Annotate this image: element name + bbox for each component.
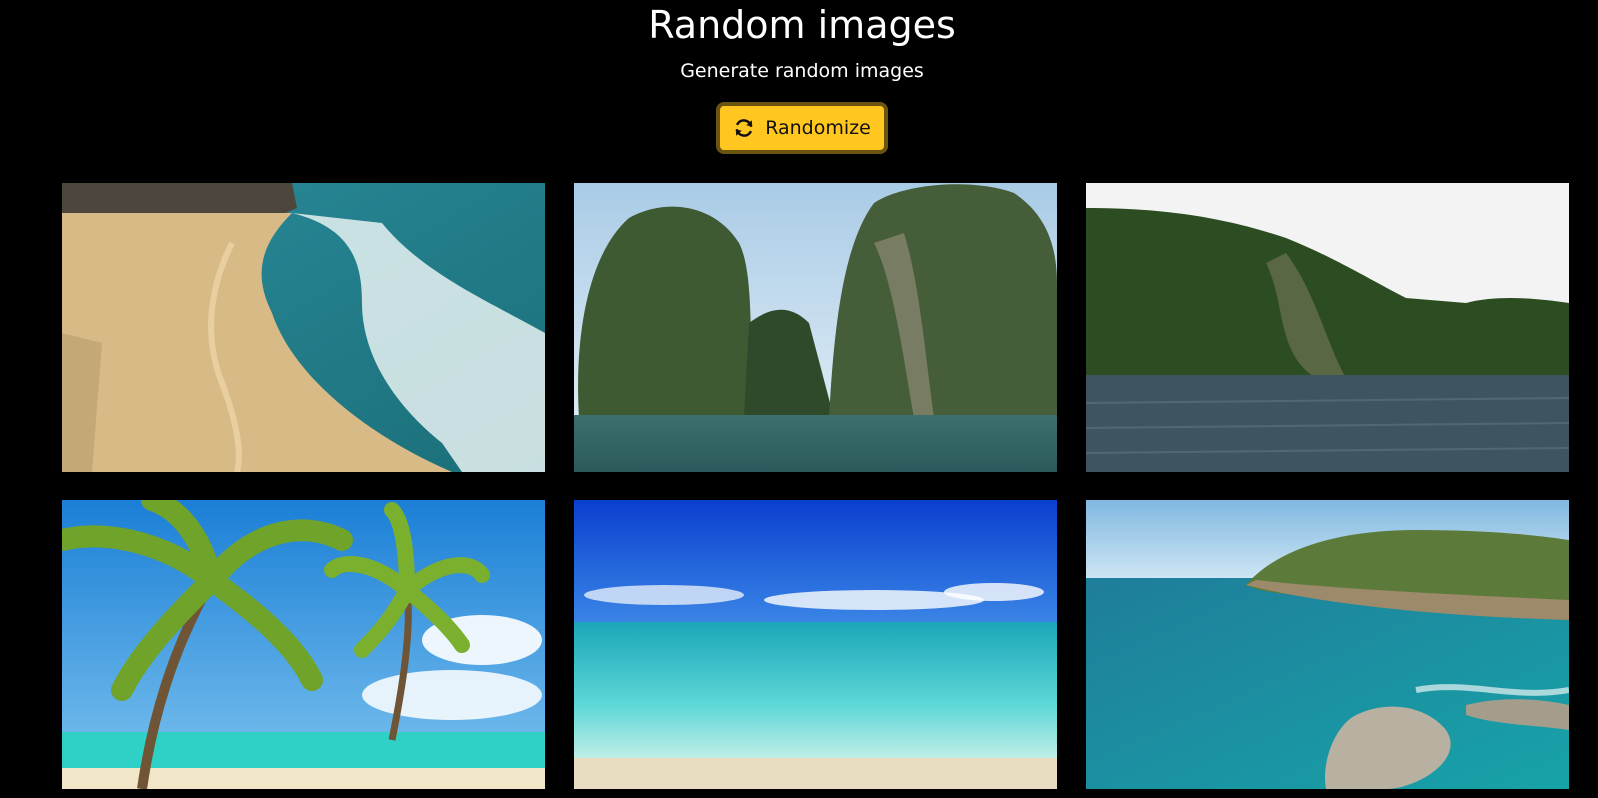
image-tile[interactable] [574, 183, 1057, 472]
coastline-image [1086, 500, 1569, 789]
sea-image [574, 500, 1057, 789]
page-subtitle: Generate random images [680, 60, 924, 82]
hills-image [1086, 183, 1569, 472]
page-title: Random images [648, 3, 956, 47]
image-tile[interactable] [62, 183, 545, 472]
beach-image [62, 183, 545, 472]
image-tile[interactable] [1086, 183, 1569, 472]
image-tile[interactable] [62, 500, 545, 789]
randomize-button-label: Randomize [765, 117, 871, 139]
cliffs-image [574, 183, 1057, 472]
image-tile[interactable] [1086, 500, 1569, 789]
image-grid [62, 183, 1569, 789]
palm-beach-image [62, 500, 545, 789]
image-tile[interactable] [574, 500, 1057, 789]
refresh-icon [733, 117, 755, 139]
randomize-button[interactable]: Randomize [716, 102, 888, 154]
